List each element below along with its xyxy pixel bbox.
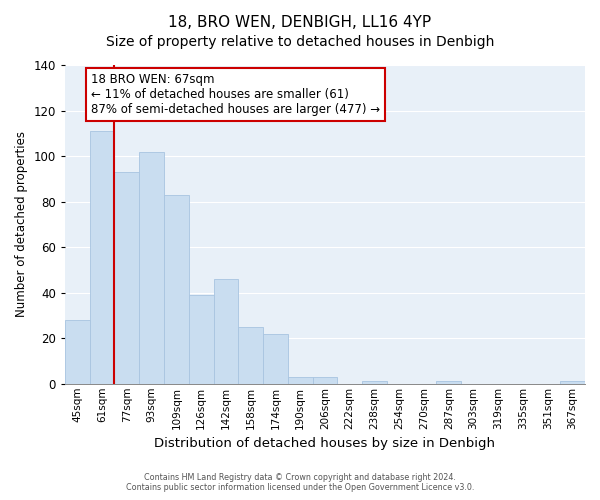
Bar [362, 382, 387, 384]
Y-axis label: Number of detached properties: Number of detached properties [15, 132, 28, 318]
Bar [164, 195, 189, 384]
Text: Size of property relative to detached houses in Denbigh: Size of property relative to detached ho… [106, 35, 494, 49]
Bar [189, 295, 214, 384]
Bar [313, 377, 337, 384]
Bar [560, 382, 585, 384]
Bar [263, 334, 288, 384]
Text: 18 BRO WEN: 67sqm
← 11% of detached houses are smaller (61)
87% of semi-detached: 18 BRO WEN: 67sqm ← 11% of detached hous… [91, 73, 380, 116]
X-axis label: Distribution of detached houses by size in Denbigh: Distribution of detached houses by size … [154, 437, 496, 450]
Bar [139, 152, 164, 384]
Text: 18, BRO WEN, DENBIGH, LL16 4YP: 18, BRO WEN, DENBIGH, LL16 4YP [169, 15, 431, 30]
Bar [115, 172, 139, 384]
Bar [214, 279, 238, 384]
Bar [65, 320, 90, 384]
Bar [90, 131, 115, 384]
Bar [288, 377, 313, 384]
Bar [238, 327, 263, 384]
Bar [436, 382, 461, 384]
Text: Contains HM Land Registry data © Crown copyright and database right 2024.
Contai: Contains HM Land Registry data © Crown c… [126, 473, 474, 492]
